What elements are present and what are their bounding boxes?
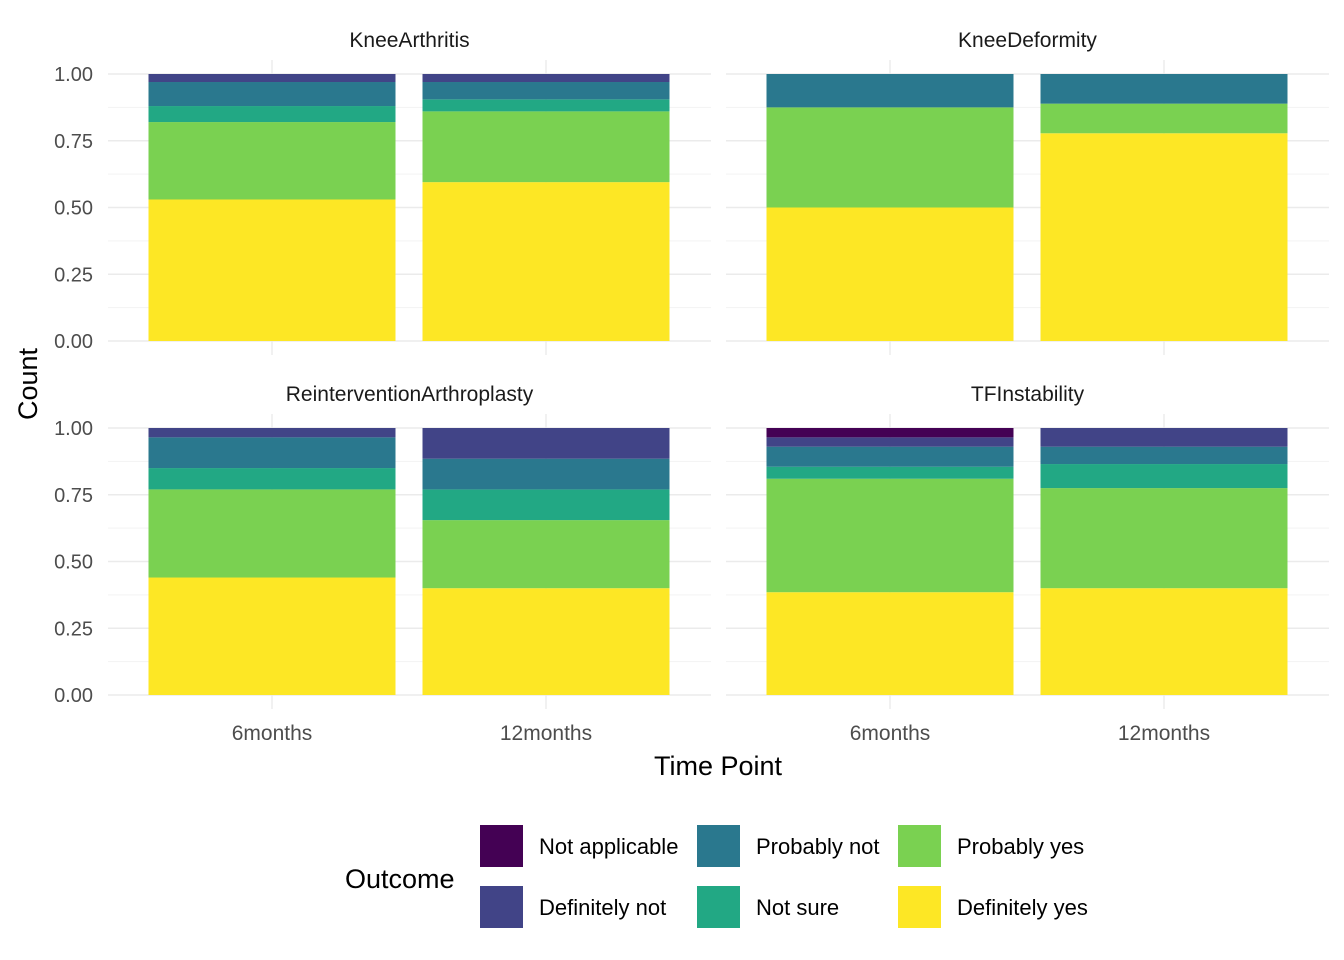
bar-segment-definitely-yes — [1040, 588, 1288, 695]
legend-label-definitely-yes: Definitely yes — [957, 895, 1088, 920]
bar-segment-definitely-yes — [148, 199, 396, 341]
x-axis-title: Time Point — [654, 751, 783, 781]
bar-segment-not-sure — [1040, 464, 1288, 489]
bar-segment-probably-not — [766, 446, 1014, 467]
bar-segment-definitely-not — [1040, 428, 1288, 447]
y-tick-label: 0.75 — [54, 131, 93, 153]
legend-key-definitely-not — [480, 886, 523, 928]
bar-segment-probably-not — [422, 82, 670, 100]
bar-segment-definitely-yes — [766, 592, 1014, 695]
y-tick-label: 0.25 — [54, 618, 93, 640]
bar-segment-probably-yes — [1040, 103, 1288, 134]
x-tick-label: 12months — [500, 722, 592, 745]
bar-segment-probably-not — [148, 437, 396, 469]
legend-title: Outcome — [345, 864, 455, 894]
bar-segment-probably-not — [422, 458, 670, 490]
bar-segment-probably-yes — [766, 107, 1014, 208]
legend-key-not-sure — [697, 886, 740, 928]
y-tick-label: 0.00 — [54, 685, 93, 707]
bar-segment-definitely-yes — [1040, 133, 1288, 341]
legend-key-probably-yes — [898, 825, 941, 867]
bar-segment-probably-yes — [148, 122, 396, 200]
bar-segment-definitely-not — [148, 428, 396, 438]
y-axis-title: Count — [13, 347, 43, 420]
bar-segment-definitely-yes — [148, 577, 396, 695]
panel-title-kneedeformity: KneeDeformity — [958, 29, 1097, 52]
legend-key-definitely-yes — [898, 886, 941, 928]
legend-label-definitely-not: Definitely not — [539, 895, 666, 920]
bar-segment-definitely-not — [422, 428, 670, 459]
bar-segment-not-sure — [148, 468, 396, 490]
x-tick-label: 6months — [850, 722, 931, 745]
legend-label-probably-yes: Probably yes — [957, 834, 1084, 859]
legend-key-probably-not — [697, 825, 740, 867]
bar-segment-not-sure — [422, 489, 670, 521]
bar-segment-definitely-not — [766, 437, 1014, 447]
y-tick-label: 0.00 — [54, 331, 93, 353]
bar-segment-probably-not — [1040, 446, 1288, 465]
legend-key-not-applicable — [480, 825, 523, 867]
bar-segment-not-sure — [422, 99, 670, 112]
y-tick-label: 1.00 — [54, 64, 93, 86]
x-tick-label: 12months — [1118, 722, 1210, 745]
bar-segment-probably-not — [766, 74, 1014, 108]
legend-label-not-applicable: Not applicable — [539, 834, 678, 859]
x-tick-label: 6months — [232, 722, 313, 745]
bar-segment-probably-yes — [148, 489, 396, 578]
bar-segment-probably-yes — [422, 520, 670, 589]
bar-segment-not-sure — [766, 466, 1014, 479]
bar-segment-not-sure — [148, 106, 396, 123]
panel-title-tfinstability: TFInstability — [971, 383, 1085, 406]
y-tick-label: 1.00 — [54, 418, 93, 440]
legend-label-probably-not: Probably not — [756, 834, 880, 859]
legend-label-not-sure: Not sure — [756, 895, 839, 920]
bar-segment-probably-yes — [766, 478, 1014, 593]
bar-segment-probably-not — [1040, 74, 1288, 104]
bar-segment-not-applicable — [766, 428, 1014, 438]
bar-segment-probably-yes — [1040, 488, 1288, 589]
bar-segment-definitely-yes — [422, 588, 670, 695]
panel-title-reinterventionarthroplasty: ReinterventionArthroplasty — [286, 383, 534, 406]
y-tick-label: 0.75 — [54, 485, 93, 507]
bar-segment-probably-not — [148, 82, 396, 107]
y-tick-label: 0.50 — [54, 552, 93, 574]
bar-segment-definitely-yes — [766, 207, 1014, 341]
bar-segment-probably-yes — [422, 111, 670, 183]
y-tick-label: 0.50 — [54, 198, 93, 220]
y-tick-label: 0.25 — [54, 264, 93, 286]
bar-segment-definitely-not — [148, 74, 396, 83]
panel-title-kneearthritis: KneeArthritis — [349, 29, 469, 52]
bar-segment-definitely-not — [422, 74, 670, 83]
bar-segment-definitely-yes — [422, 182, 670, 341]
